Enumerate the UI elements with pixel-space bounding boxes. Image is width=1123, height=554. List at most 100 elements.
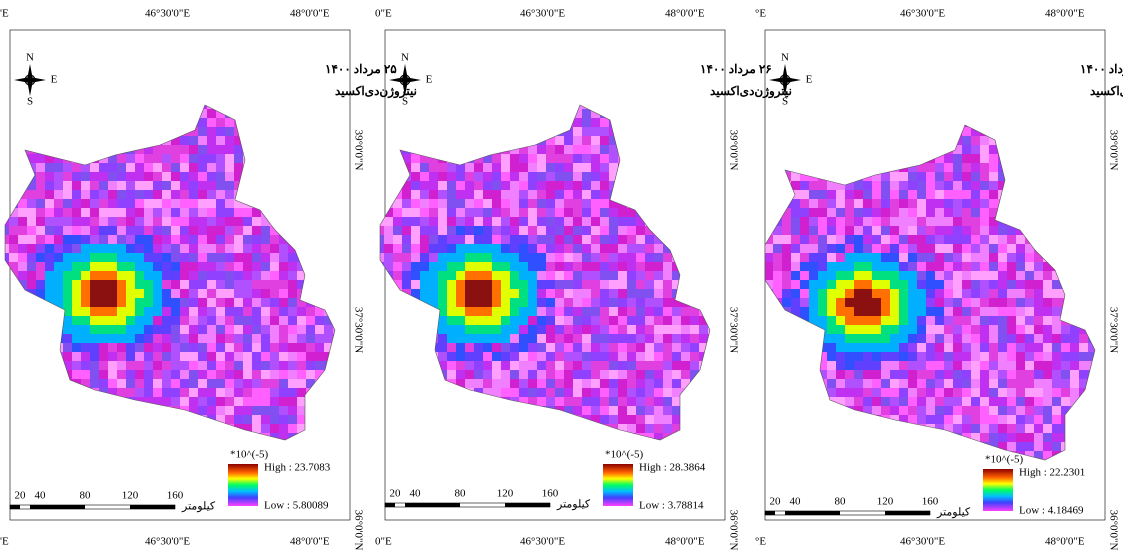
raster-cell	[1034, 343, 1043, 352]
raster-cell	[555, 190, 564, 199]
raster-cell	[809, 352, 818, 361]
raster-cell	[456, 352, 465, 361]
raster-cell	[699, 298, 708, 307]
raster-cell	[690, 325, 699, 334]
raster-cell	[1043, 217, 1052, 226]
raster-cell	[243, 406, 252, 415]
raster-cell	[528, 379, 537, 388]
raster-cell	[297, 388, 306, 397]
raster-cell	[225, 388, 234, 397]
raster-cell	[438, 118, 447, 127]
raster-cell	[375, 226, 384, 235]
raster-cell	[654, 109, 663, 118]
raster-cell	[546, 415, 555, 424]
raster-cell	[872, 289, 881, 298]
raster-cell	[935, 190, 944, 199]
raster-cell	[18, 136, 27, 145]
raster-cell	[537, 199, 546, 208]
raster-cell	[1025, 199, 1034, 208]
raster-cell	[153, 343, 162, 352]
raster-cell	[9, 388, 18, 397]
raster-cell	[827, 406, 836, 415]
raster-cell	[1088, 145, 1097, 154]
raster-cell	[234, 316, 243, 325]
raster-cell	[429, 127, 438, 136]
raster-cell	[1007, 100, 1016, 109]
raster-cell	[654, 127, 663, 136]
raster-cell	[935, 325, 944, 334]
raster-cell	[429, 397, 438, 406]
raster-cell	[252, 370, 261, 379]
raster-cell	[420, 127, 429, 136]
raster-cell	[755, 280, 764, 289]
raster-cell	[270, 181, 279, 190]
raster-cell	[402, 235, 411, 244]
raster-cell	[1070, 172, 1079, 181]
raster-cell	[528, 127, 537, 136]
raster-cell	[800, 343, 809, 352]
raster-cell	[899, 127, 908, 136]
raster-cell	[297, 325, 306, 334]
raster-cell	[447, 100, 456, 109]
raster-cell	[306, 190, 315, 199]
raster-cell	[708, 127, 717, 136]
raster-cell	[935, 199, 944, 208]
raster-cell	[944, 235, 953, 244]
raster-cell	[618, 379, 627, 388]
raster-cell	[600, 163, 609, 172]
raster-cell	[36, 397, 45, 406]
raster-cell	[171, 334, 180, 343]
raster-cell	[854, 208, 863, 217]
raster-cell	[108, 388, 117, 397]
raster-cell	[708, 208, 717, 217]
raster-cell	[126, 262, 135, 271]
raster-cell	[836, 208, 845, 217]
raster-cell	[162, 280, 171, 289]
raster-cell	[636, 343, 645, 352]
raster-cell	[402, 298, 411, 307]
raster-cell	[564, 145, 573, 154]
raster-cell	[402, 361, 411, 370]
raster-cell	[609, 226, 618, 235]
raster-cell	[63, 397, 72, 406]
raster-cell	[872, 253, 881, 262]
raster-cell	[279, 424, 288, 433]
raster-cell	[63, 289, 72, 298]
raster-cell	[261, 154, 270, 163]
raster-cell	[1025, 397, 1034, 406]
raster-cell	[773, 469, 782, 478]
raster-cell	[1025, 433, 1034, 442]
raster-cell	[225, 325, 234, 334]
raster-cell	[881, 190, 890, 199]
raster-cell	[636, 190, 645, 199]
raster-cell	[270, 406, 279, 415]
raster-cell	[582, 388, 591, 397]
raster-cell	[827, 325, 836, 334]
raster-cell	[252, 163, 261, 172]
raster-cell	[827, 343, 836, 352]
raster-cell	[818, 271, 827, 280]
raster-cell	[546, 235, 555, 244]
raster-cell	[800, 190, 809, 199]
raster-cell	[474, 334, 483, 343]
raster-cell	[447, 118, 456, 127]
raster-cell	[126, 190, 135, 199]
raster-cell	[297, 154, 306, 163]
raster-cell	[854, 406, 863, 415]
raster-cell	[234, 424, 243, 433]
raster-cell	[180, 118, 189, 127]
raster-cell	[144, 316, 153, 325]
raster-cell	[402, 199, 411, 208]
raster-cell	[261, 361, 270, 370]
raster-cell	[162, 433, 171, 442]
raster-cell	[645, 127, 654, 136]
raster-cell	[216, 316, 225, 325]
raster-cell	[189, 262, 198, 271]
raster-cell	[809, 217, 818, 226]
raster-cell	[510, 451, 519, 460]
raster-cell	[288, 379, 297, 388]
raster-cell	[672, 406, 681, 415]
raster-cell	[216, 280, 225, 289]
raster-cell	[81, 424, 90, 433]
raster-cell	[1079, 253, 1088, 262]
